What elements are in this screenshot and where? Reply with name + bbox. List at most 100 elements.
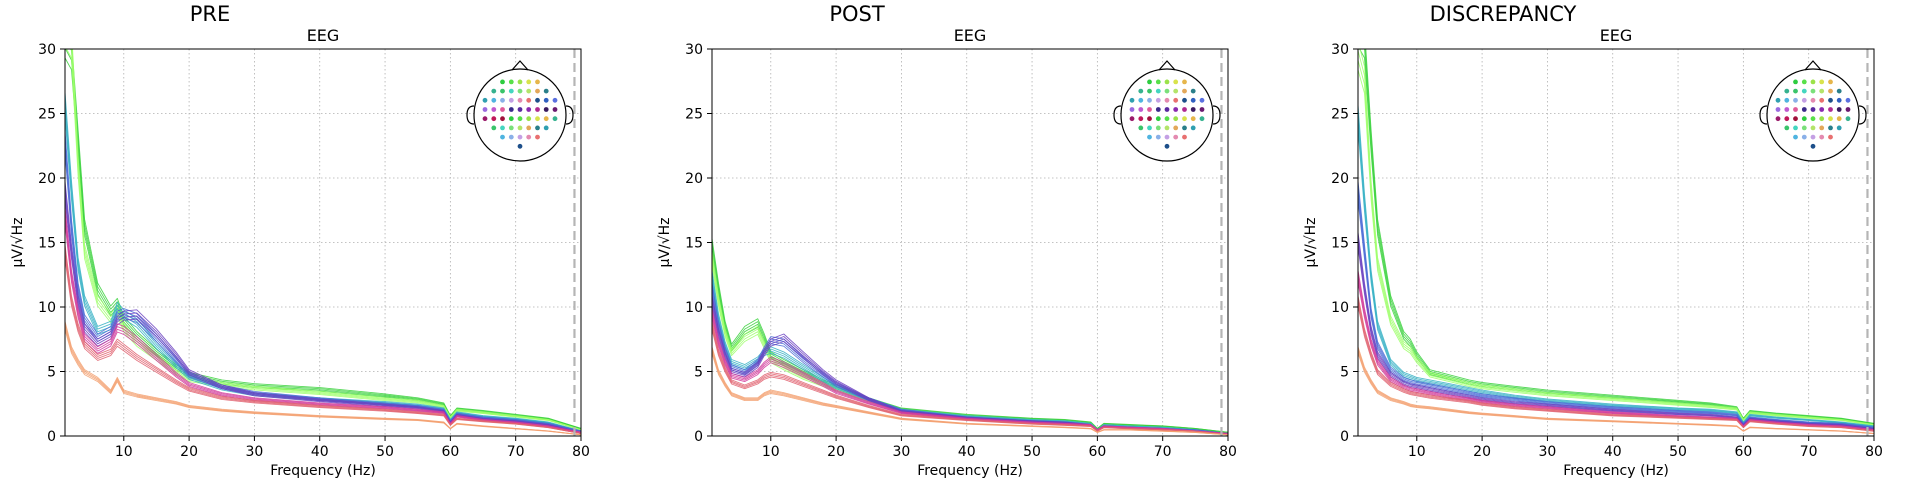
psd-line-blue xyxy=(1358,181,1874,428)
electrode-dot xyxy=(1182,88,1187,94)
electrode-dot xyxy=(1129,107,1135,112)
electrode-dot xyxy=(1836,88,1842,94)
electrode-dot xyxy=(517,134,523,140)
electrode-dot xyxy=(1155,88,1161,94)
electrode-dot xyxy=(1810,79,1816,85)
y-tick-label: 30 xyxy=(685,42,703,58)
electrode-dot xyxy=(1173,125,1179,131)
electrode-dot xyxy=(1199,116,1205,122)
electrode-dot xyxy=(1828,125,1833,131)
electrode-dot xyxy=(517,79,523,85)
electrode-dot xyxy=(1147,134,1152,140)
psd-line-purple xyxy=(65,181,581,433)
electrode-dot xyxy=(535,107,540,112)
psd-line-green xyxy=(712,252,1228,433)
electrode-dot xyxy=(508,79,514,85)
psd-traces xyxy=(712,238,1228,436)
psd-line-purple xyxy=(65,187,581,433)
electrode-dot xyxy=(543,107,549,112)
electrode-dot xyxy=(1182,134,1187,140)
electrode-dot xyxy=(1810,116,1816,122)
electrode-dot xyxy=(1164,97,1170,103)
x-tick-label: 70 xyxy=(1800,444,1818,460)
y-tick-label: 30 xyxy=(38,42,56,58)
electrode-dot xyxy=(1784,107,1790,112)
x-tick-label: 60 xyxy=(441,444,459,460)
electrode-dot xyxy=(482,97,488,103)
electrode-dot xyxy=(1828,79,1833,85)
electrode-dot xyxy=(1775,107,1781,112)
electrode-dot xyxy=(517,143,523,149)
electrode-dot xyxy=(500,116,505,122)
sensor-topomap-icon xyxy=(1113,60,1221,162)
electrode-dot xyxy=(491,88,497,94)
electrode-dot xyxy=(517,88,523,94)
electrode-dot xyxy=(482,116,488,122)
x-tick-label: 70 xyxy=(1154,444,1172,460)
electrode-dot xyxy=(1819,79,1825,85)
electrode-dot xyxy=(552,107,558,112)
x-tick-label: 10 xyxy=(762,444,780,460)
electrode-dot xyxy=(526,88,532,94)
electrode-dot xyxy=(1138,97,1144,103)
psd-line-magenta xyxy=(1358,270,1874,431)
electrode-dot xyxy=(508,97,514,103)
electrode-dot xyxy=(1164,79,1170,85)
y-tick-label: 15 xyxy=(685,236,703,252)
y-axis-label: µV/√Hz xyxy=(1303,218,1319,268)
electrode-dot xyxy=(1138,125,1144,131)
electrode-dot xyxy=(1793,79,1798,85)
electrode-dot xyxy=(535,97,540,103)
psd-line-blue xyxy=(712,283,1228,434)
x-tick-label: 40 xyxy=(311,444,329,460)
electrode-dot xyxy=(1801,88,1807,94)
psd-line-orange xyxy=(65,321,581,436)
psd-line-orange xyxy=(712,350,1228,436)
electrode-dot xyxy=(526,116,532,122)
electrode-dot xyxy=(1182,97,1187,103)
electrode-dot xyxy=(1810,88,1816,94)
electrode-dot xyxy=(1147,107,1152,112)
electrode-dot xyxy=(1775,97,1781,103)
panel-title: PRE xyxy=(190,2,231,26)
electrode-dot xyxy=(535,134,540,140)
electrode-dot xyxy=(1129,97,1135,103)
electrode-dot xyxy=(1819,134,1825,140)
electrode-dot xyxy=(1828,107,1833,112)
electrode-dot xyxy=(552,97,558,103)
x-tick-label: 60 xyxy=(1088,444,1106,460)
psd-line-lime xyxy=(712,251,1228,434)
x-tick-label: 60 xyxy=(1734,444,1752,460)
x-tick-label: 30 xyxy=(893,444,911,460)
psd-line-magenta xyxy=(65,206,581,433)
psd-line-cyan xyxy=(1358,104,1874,427)
y-tick-label: 25 xyxy=(685,107,703,123)
electrode-dot xyxy=(1155,107,1161,112)
panel-discrepancy: 10 20 30 40 50 60 70 80 0 5 10 15 20 25 30 DISCREPANCY E… xyxy=(1303,2,1883,479)
electrode-dot xyxy=(1801,97,1807,103)
psd-line-lime xyxy=(66,49,581,431)
electrode-dot xyxy=(1828,88,1833,94)
electrode-dot xyxy=(1784,97,1790,103)
electrode-dot xyxy=(500,134,505,140)
electrode-dot xyxy=(1147,97,1152,103)
psd-line-cyan xyxy=(1358,120,1874,427)
psd-line-cyan xyxy=(65,116,581,432)
x-tick-label: 30 xyxy=(246,444,264,460)
electrode-dot xyxy=(1138,107,1144,112)
electrode-dot xyxy=(1173,79,1179,85)
electrode-dot xyxy=(500,125,505,131)
electrode-dot xyxy=(508,88,514,94)
y-tick-label: 10 xyxy=(38,300,56,316)
y-tick-label: 25 xyxy=(1331,107,1349,123)
x-tick-label: 40 xyxy=(958,444,976,460)
psd-line-cyan xyxy=(1358,128,1874,427)
y-tick-label: 5 xyxy=(694,365,703,381)
electrode-dot xyxy=(491,116,497,122)
electrode-dot xyxy=(1845,97,1851,103)
psd-line-lime xyxy=(1358,50,1874,426)
electrode-dot xyxy=(1801,116,1807,122)
x-axis-label: Frequency (Hz) xyxy=(270,463,376,479)
electrode-dot xyxy=(491,107,497,112)
panel-post: 10 20 30 40 50 60 70 80 0 5 10 15 20 25 30 POST EEG Frequ… xyxy=(657,2,1237,479)
